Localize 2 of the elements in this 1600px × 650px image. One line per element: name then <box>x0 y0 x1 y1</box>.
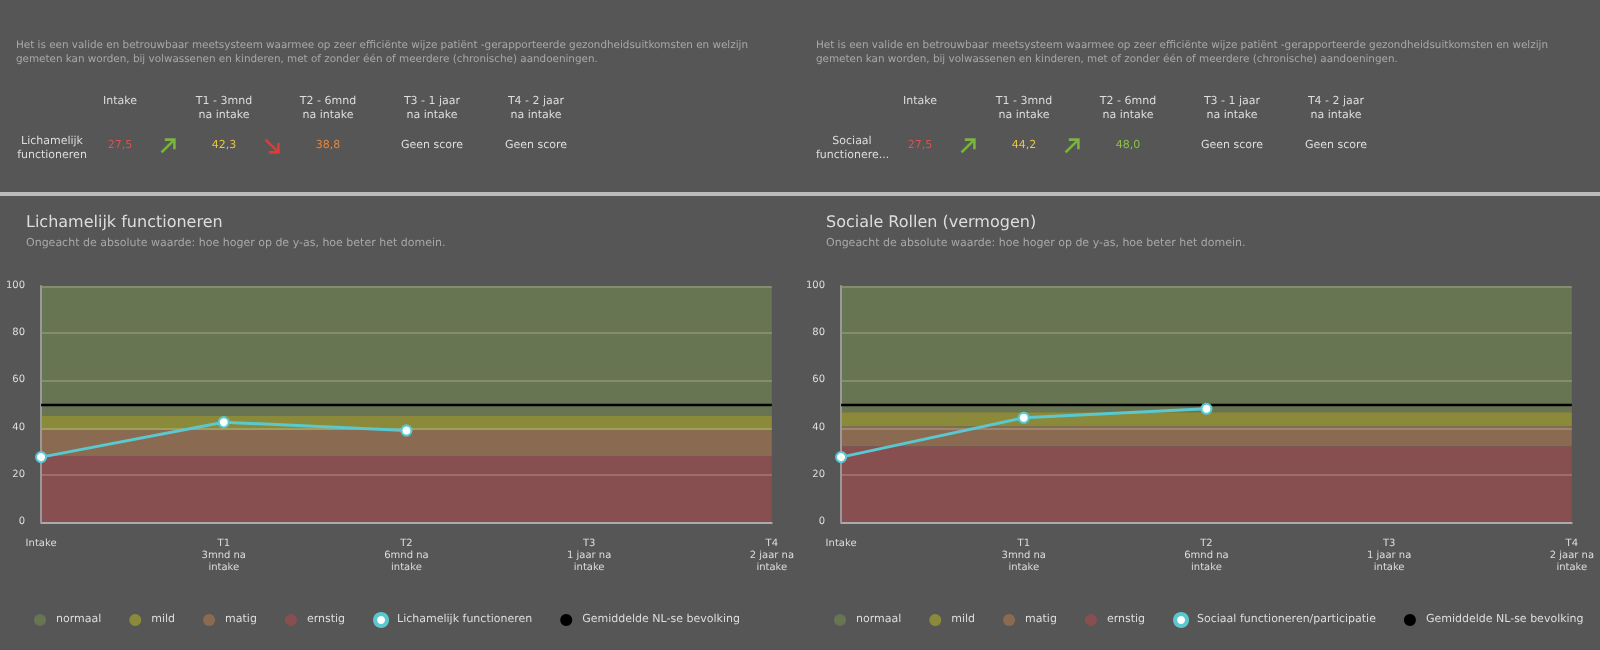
chart-title: Sociale Rollen (vermogen) <box>826 213 1037 231</box>
chart-title: Lichamelijk functioneren <box>26 213 223 231</box>
